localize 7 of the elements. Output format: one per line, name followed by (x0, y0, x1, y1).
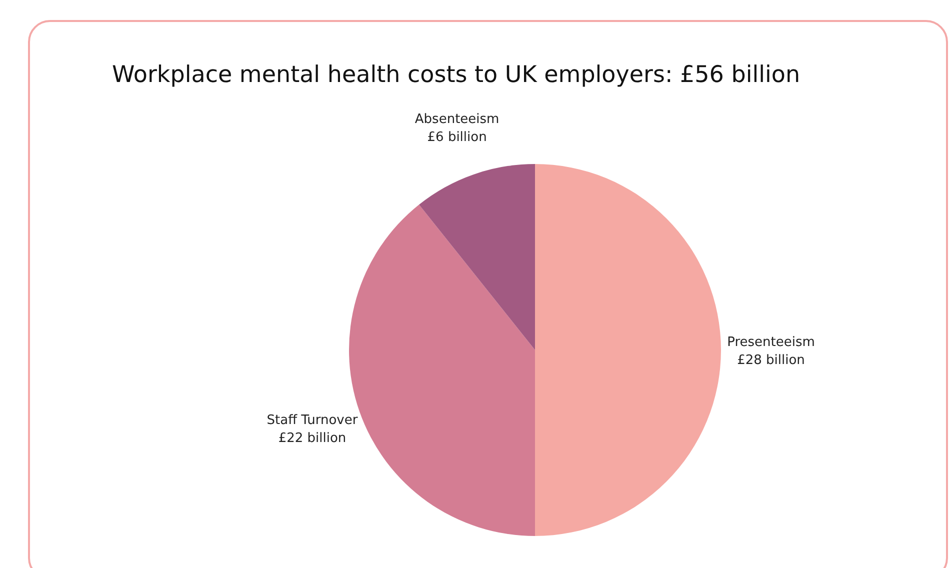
data-label: £6 billion (427, 130, 487, 146)
slice-label: Presenteeism (727, 335, 815, 350)
data-label: £22 billion (278, 430, 346, 446)
data-label: £28 billion (737, 353, 805, 368)
slice-label: Absenteeism (414, 112, 500, 128)
chart-title: Workplace mental health costs to UK employers: £56 billion (112, 62, 800, 88)
slice-label: Staff Turnover (266, 412, 358, 428)
